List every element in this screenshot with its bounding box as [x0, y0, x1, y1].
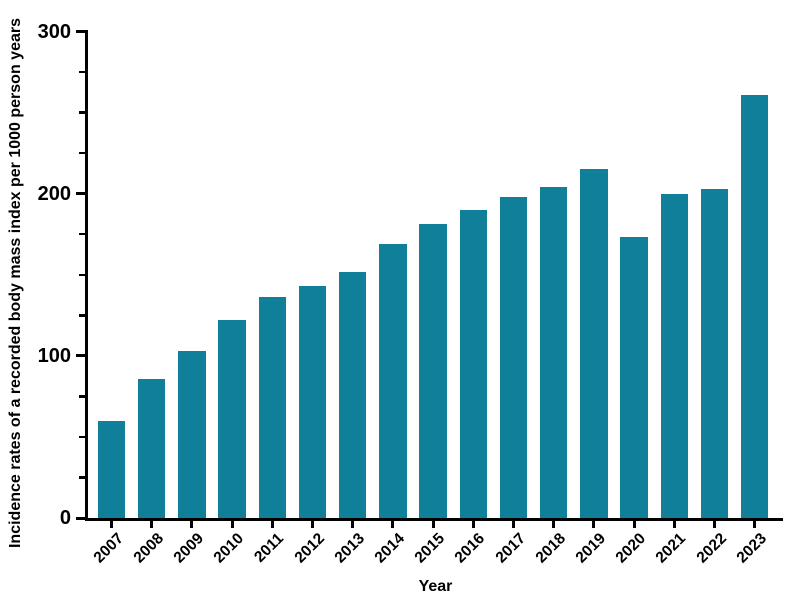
y-tick-label: 100	[37, 344, 71, 367]
bar-2015	[419, 224, 447, 518]
x-axis-tick	[190, 521, 194, 528]
x-axis-tick	[471, 521, 475, 528]
x-axis-tick	[592, 521, 596, 528]
y-axis-minor-tick	[78, 435, 85, 439]
bar-2008	[137, 378, 166, 518]
x-tick-label: 2007	[90, 530, 127, 567]
y-tick-label: 0	[59, 507, 71, 529]
x-axis-tick	[351, 521, 355, 528]
y-axis-minor-tick	[78, 232, 85, 236]
x-axis-tick	[230, 521, 234, 528]
x-axis-tick	[753, 521, 757, 528]
bar-2017	[499, 196, 528, 518]
bar-2014	[379, 243, 407, 518]
x-tick-label: 2021	[652, 530, 690, 567]
bar-2011	[258, 297, 287, 518]
y-axis-minor-tick	[78, 476, 85, 479]
x-axis-tick	[512, 521, 515, 528]
y-axis-minor-tick	[78, 70, 85, 74]
x-tick-label: 2018	[532, 530, 569, 567]
x-axis-tick	[713, 521, 716, 528]
x-axis-tick	[150, 521, 154, 528]
bar-2009	[178, 350, 206, 518]
bar-2013	[338, 271, 367, 518]
x-tick-label: 2010	[210, 530, 248, 567]
x-axis-tick	[552, 521, 556, 528]
x-tick-label: 2013	[331, 530, 368, 567]
y-axis-minor-tick	[78, 314, 85, 317]
bar-2018	[539, 187, 568, 518]
x-tick-label: 2020	[612, 530, 650, 567]
y-tick-label: 200	[37, 182, 71, 205]
x-tick-label: 2016	[451, 530, 489, 567]
x-tick-label: 2008	[130, 530, 167, 567]
y-axis-title: Incidence rates of a recorded body mass …	[7, 17, 24, 548]
y-axis-major-tick	[76, 516, 85, 520]
x-axis-tick	[270, 521, 274, 528]
y-axis-minor-tick	[78, 395, 85, 398]
x-axis-tick	[391, 521, 395, 528]
y-axis-major-tick	[76, 354, 85, 358]
x-tick-label: 2017	[492, 530, 529, 567]
x-tick-label: 2012	[291, 530, 328, 567]
x-axis-tick	[632, 521, 636, 528]
y-axis-line	[85, 30, 88, 521]
x-tick-label: 2014	[371, 530, 408, 567]
x-axis-tick	[672, 521, 676, 528]
x-axis-tick	[311, 521, 314, 528]
y-axis-minor-tick	[78, 273, 85, 276]
x-axis-title: Year	[418, 578, 453, 595]
y-axis-major-tick	[76, 192, 85, 196]
x-tick-label: 2015	[411, 530, 449, 567]
y-tick-label: 300	[37, 20, 71, 43]
bar-2019	[580, 169, 608, 518]
x-axis-line	[85, 518, 783, 521]
bar-2016	[459, 209, 488, 518]
bar-2012	[298, 286, 327, 518]
x-tick-label: 2019	[572, 530, 609, 567]
y-axis-minor-tick	[78, 111, 85, 114]
y-axis-minor-tick	[78, 151, 85, 155]
x-tick-label: 2009	[170, 530, 207, 567]
x-tick-label: 2023	[733, 530, 770, 567]
x-axis-tick	[431, 521, 435, 528]
bar-2021	[660, 193, 689, 518]
bar-2010	[218, 320, 246, 518]
bar-2020	[620, 237, 648, 518]
bar-2022	[700, 188, 729, 518]
x-tick-label: 2022	[693, 530, 730, 567]
x-axis-tick	[110, 521, 113, 528]
bar-2007	[97, 420, 126, 518]
x-tick-label: 2011	[251, 530, 288, 566]
y-axis-major-tick	[76, 30, 85, 33]
bar-2023	[740, 94, 769, 518]
